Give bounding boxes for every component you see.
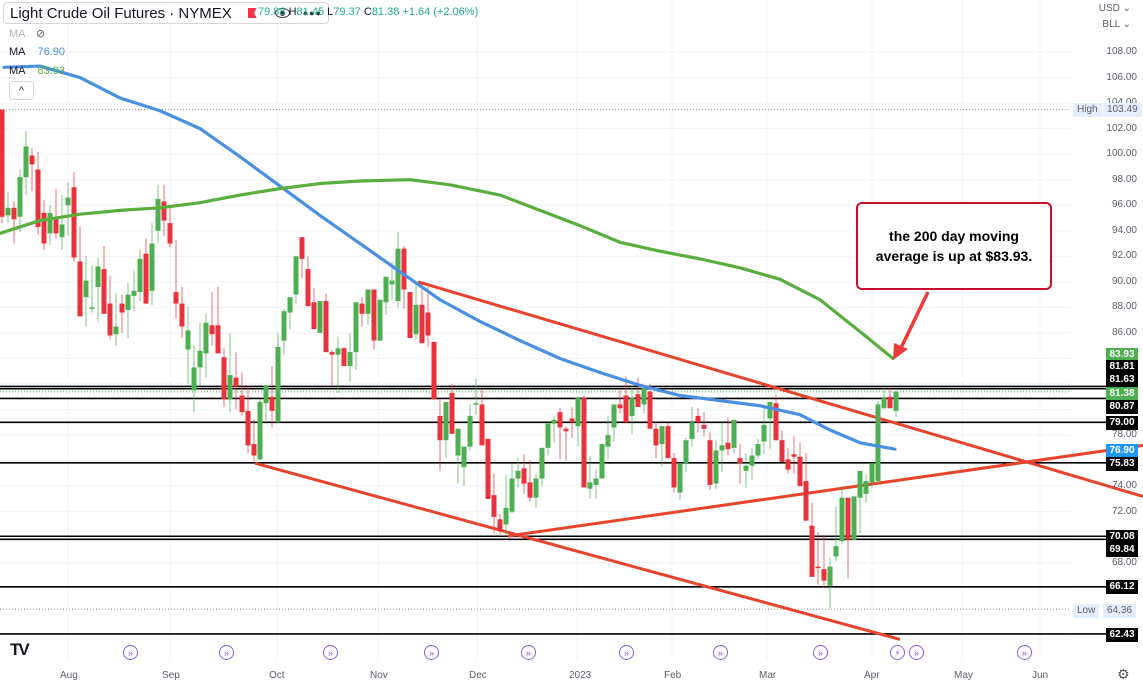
- price-tick: 104.00: [1106, 97, 1137, 108]
- symbol-legend[interactable]: Light Crude Oil Futures · NYMEX ●●●: [3, 2, 330, 24]
- time-label: Feb: [664, 670, 682, 681]
- dividend-event-icon[interactable]: »: [909, 645, 924, 660]
- time-label: 2023: [569, 670, 592, 681]
- price-tick: 88.00: [1111, 301, 1137, 313]
- earnings-event-icon[interactable]: ⚡: [890, 645, 905, 660]
- price-tag: 69.84: [1106, 543, 1138, 557]
- change-value: +1.64 (+2.06%): [402, 6, 479, 18]
- trend-line: [254, 461, 901, 641]
- time-label: May: [954, 670, 973, 681]
- time-label: Jun: [1032, 670, 1049, 681]
- dividend-event-icon[interactable]: »: [521, 645, 536, 660]
- high-value: 103.49: [1103, 103, 1142, 117]
- low-label: Low: [1073, 604, 1100, 618]
- eye-off-icon[interactable]: ⊘: [35, 28, 46, 40]
- eye-icon[interactable]: [274, 8, 290, 18]
- dividend-event-icon[interactable]: »: [323, 645, 338, 660]
- price-tick: 108.00: [1106, 46, 1137, 57]
- high-label: High: [1073, 103, 1102, 117]
- time-label: Sep: [162, 670, 180, 681]
- indicator-ma-100[interactable]: MA 76.90: [9, 46, 66, 58]
- price-tag: 76.90: [1106, 444, 1138, 458]
- low-value: 64.36: [1103, 604, 1137, 618]
- price-tag: 66.12: [1106, 580, 1138, 594]
- dividend-event-icon[interactable]: »: [123, 645, 138, 660]
- more-icon[interactable]: ●●●: [302, 8, 323, 18]
- price-tick: 86.00: [1111, 326, 1137, 338]
- price-tick: 90.00: [1111, 275, 1137, 287]
- price-tick: 74.00: [1111, 480, 1137, 492]
- time-label: Aug: [60, 670, 78, 681]
- symbol-title: Light Crude Oil Futures · NYMEX: [10, 4, 232, 22]
- price-tag: 62.43: [1106, 628, 1138, 642]
- price-tag: 80.87: [1106, 400, 1138, 414]
- time-label: Oct: [269, 670, 285, 681]
- trend-line: [507, 443, 1143, 538]
- horizontal-levels[interactable]: [0, 385, 1110, 635]
- price-tick: 92.00: [1111, 250, 1137, 262]
- flag-icon[interactable]: [247, 8, 257, 18]
- price-tag: 83.93: [1106, 348, 1138, 362]
- dividend-event-icon[interactable]: »: [619, 645, 634, 660]
- price-tick: 68.00: [1111, 556, 1137, 568]
- price-tag: 81.38: [1106, 387, 1138, 401]
- collapse-legend-button[interactable]: ^: [9, 81, 34, 100]
- ohlc-values: 79.88 H81.45 L79.37 C81.38 +1.64 (+2.06%…: [258, 6, 479, 18]
- dividend-event-icon[interactable]: »: [219, 645, 234, 660]
- currency-selector[interactable]: USD ⌄: [1098, 3, 1131, 14]
- price-tick: 100.00: [1106, 148, 1137, 160]
- moving-average-lines: [0, 64, 897, 451]
- price-tag: 81.63: [1106, 373, 1138, 387]
- price-tag: 70.08: [1106, 530, 1138, 544]
- dividend-event-icon[interactable]: »: [1017, 645, 1032, 660]
- time-label: Mar: [759, 670, 777, 681]
- annotation-arrow: [893, 291, 930, 360]
- price-tick: 94.00: [1111, 224, 1137, 236]
- price-tick: 98.00: [1111, 173, 1137, 185]
- trend-line: [417, 280, 1143, 498]
- dividend-event-icon[interactable]: »: [424, 645, 439, 660]
- time-label: Dec: [469, 670, 487, 681]
- annotation-callout[interactable]: the 200 day moving average is up at $83.…: [856, 202, 1052, 290]
- unit-selector[interactable]: BLL ⌄: [1102, 19, 1131, 30]
- price-tick: 106.00: [1106, 71, 1137, 83]
- price-tag: 75.83: [1106, 457, 1138, 471]
- candlestick-series: [0, 109, 899, 609]
- tradingview-logo[interactable]: TV: [10, 640, 30, 659]
- price-tick: 102.00: [1106, 122, 1137, 134]
- indicator-ma-hidden[interactable]: MA ⊘: [9, 28, 46, 40]
- dividend-event-icon[interactable]: »: [713, 645, 728, 660]
- price-tick: 72.00: [1111, 505, 1137, 517]
- grid-lines: [0, 0, 1070, 660]
- time-label: Nov: [370, 670, 388, 681]
- settings-gear-icon[interactable]: ⚙: [1117, 666, 1130, 682]
- price-tick: 78.00: [1111, 429, 1137, 441]
- price-tick: 96.00: [1111, 199, 1137, 211]
- price-tag: 81.81: [1106, 360, 1138, 374]
- price-tag: 79.00: [1106, 416, 1138, 430]
- dividend-event-icon[interactable]: »: [813, 645, 828, 660]
- time-label: Apr: [864, 670, 880, 681]
- indicator-ma-200[interactable]: MA 83.93: [9, 65, 66, 77]
- trend-lines[interactable]: [254, 280, 1143, 641]
